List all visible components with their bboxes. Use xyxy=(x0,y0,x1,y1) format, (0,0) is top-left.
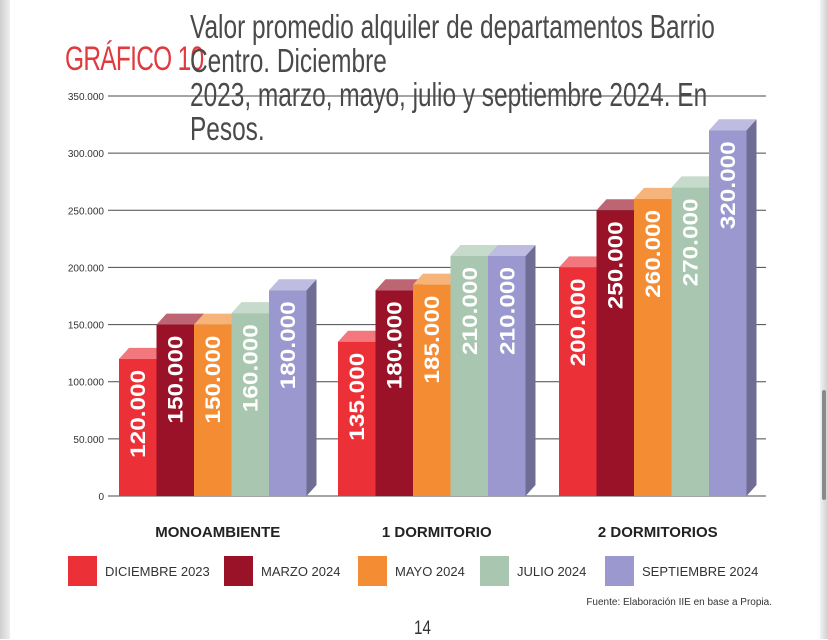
x-category-label: 1 DORMITORIO xyxy=(382,524,492,541)
bar-value-label: 320.000 xyxy=(717,141,740,229)
bar-value-label: 200.000 xyxy=(567,278,590,366)
bar-value-label: 260.000 xyxy=(642,210,665,298)
page-edge-left xyxy=(0,0,10,639)
legend-item-mayo-2024: MAYO 2024 xyxy=(358,554,465,588)
bar-side xyxy=(746,119,757,497)
bar-front xyxy=(375,290,413,496)
bar-top xyxy=(488,245,536,256)
bar-front xyxy=(488,256,526,496)
bar xyxy=(488,245,536,496)
bar-front xyxy=(231,313,269,496)
bar-value-label: 180.000 xyxy=(384,301,407,389)
x-category-label: 2 DORMITORIOS xyxy=(598,524,718,541)
legend-swatch xyxy=(358,556,387,586)
bar-value-label: 150.000 xyxy=(165,336,188,424)
bar-top xyxy=(413,273,461,285)
legend-swatch xyxy=(605,556,634,586)
bar-top xyxy=(194,313,242,325)
legend-swatch xyxy=(68,556,97,586)
chart-title-line-1: Valor promedio alquiler de departamentos… xyxy=(190,8,715,79)
legend-label: JULIO 2024 xyxy=(517,563,587,579)
bar-front xyxy=(194,324,232,496)
legend-swatch xyxy=(480,556,509,586)
bar-front xyxy=(269,290,307,496)
bar-top xyxy=(709,119,757,131)
bar-front xyxy=(709,130,747,497)
bar-top xyxy=(375,279,423,291)
bar-value-label: 210.000 xyxy=(459,267,482,355)
y-tick-label: 250.000 xyxy=(68,206,105,217)
bar-top xyxy=(119,347,167,359)
bar-chart: 0 50.000 100.000 150.000 200.000 250.000 300.0… xyxy=(68,92,766,541)
legend-label: DICIEMBRE 2023 xyxy=(105,563,210,579)
y-tick-label: 300.000 xyxy=(68,149,105,160)
legend-item-julio-2024: JULIO 2024 xyxy=(480,554,586,588)
bar-value-label: 120.000 xyxy=(127,370,150,458)
scrollbar-thumb[interactable] xyxy=(822,390,826,500)
y-tick-label: 350.000 xyxy=(68,92,105,103)
bar-front xyxy=(634,198,672,496)
bar xyxy=(269,279,317,496)
legend-item-diciembre-2023: DICIEMBRE 2023 xyxy=(68,554,210,588)
legend-label: SEPTIEMBRE 2024 xyxy=(642,563,759,579)
bar-value-label: 185.000 xyxy=(421,296,444,384)
bar-top xyxy=(559,256,607,268)
bar-top xyxy=(338,330,386,342)
y-tick-label: 0 xyxy=(98,492,104,503)
y-tick-label: 200.000 xyxy=(68,263,105,274)
bar-front xyxy=(559,267,597,496)
bar-top xyxy=(596,199,644,211)
chart-title: Valor promedio alquiler de departamentos… xyxy=(190,10,767,146)
bar-front xyxy=(450,256,488,496)
bar-value-label: 160.000 xyxy=(240,324,263,412)
y-tick-label: 100.000 xyxy=(68,378,105,389)
bar-value-label: 150.000 xyxy=(202,336,225,424)
legend-item-septiembre-2024: SEPTIEMBRE 2024 xyxy=(605,554,758,588)
bar-top xyxy=(269,279,317,291)
bar-side xyxy=(525,245,536,496)
legend-swatch xyxy=(224,556,253,586)
legend-label: MARZO 2024 xyxy=(261,563,341,579)
y-tick-label: 150.000 xyxy=(68,321,105,332)
legend-item-marzo-2024: MARZO 2024 xyxy=(224,554,340,588)
figure-label: GRÁFICO 10 xyxy=(65,40,204,78)
bar-front xyxy=(596,210,634,497)
bar-front xyxy=(338,341,376,496)
bar-value-label: 210.000 xyxy=(496,267,519,355)
bar-front xyxy=(413,284,451,496)
page-edge-right xyxy=(820,0,828,639)
bar-top xyxy=(671,176,719,188)
page-number: 14 xyxy=(414,618,431,639)
bar-top xyxy=(231,302,279,314)
x-category-label: MONOAMBIENTE xyxy=(155,524,280,541)
chart-title-line-2: 2023, marzo, mayo, julio y septiembre 20… xyxy=(190,76,708,147)
bar-front xyxy=(156,324,194,496)
bar-top xyxy=(634,187,682,199)
bar-top xyxy=(156,313,204,325)
bar-value-label: 270.000 xyxy=(680,198,703,286)
chart-legend: DICIEMBRE 2023 MARZO 2024 MAYO 2024 JULI… xyxy=(68,554,768,588)
bar-front xyxy=(671,187,709,496)
y-tick-label: 50.000 xyxy=(73,435,104,446)
legend-label: MAYO 2024 xyxy=(395,563,465,579)
bar-value-label: 180.000 xyxy=(277,301,300,389)
figure-header: GRÁFICO 10 Valor promedio alquiler de de… xyxy=(65,10,765,146)
bar-front xyxy=(119,358,157,496)
bar xyxy=(119,347,167,496)
bar-value-label: 135.000 xyxy=(346,353,369,441)
bar xyxy=(709,119,757,497)
source-note: Fuente: Elaboración IIE en base a Propia… xyxy=(586,597,772,608)
bar-top xyxy=(450,245,498,256)
bar-side xyxy=(306,279,317,496)
bar-value-label: 250.000 xyxy=(605,221,628,309)
